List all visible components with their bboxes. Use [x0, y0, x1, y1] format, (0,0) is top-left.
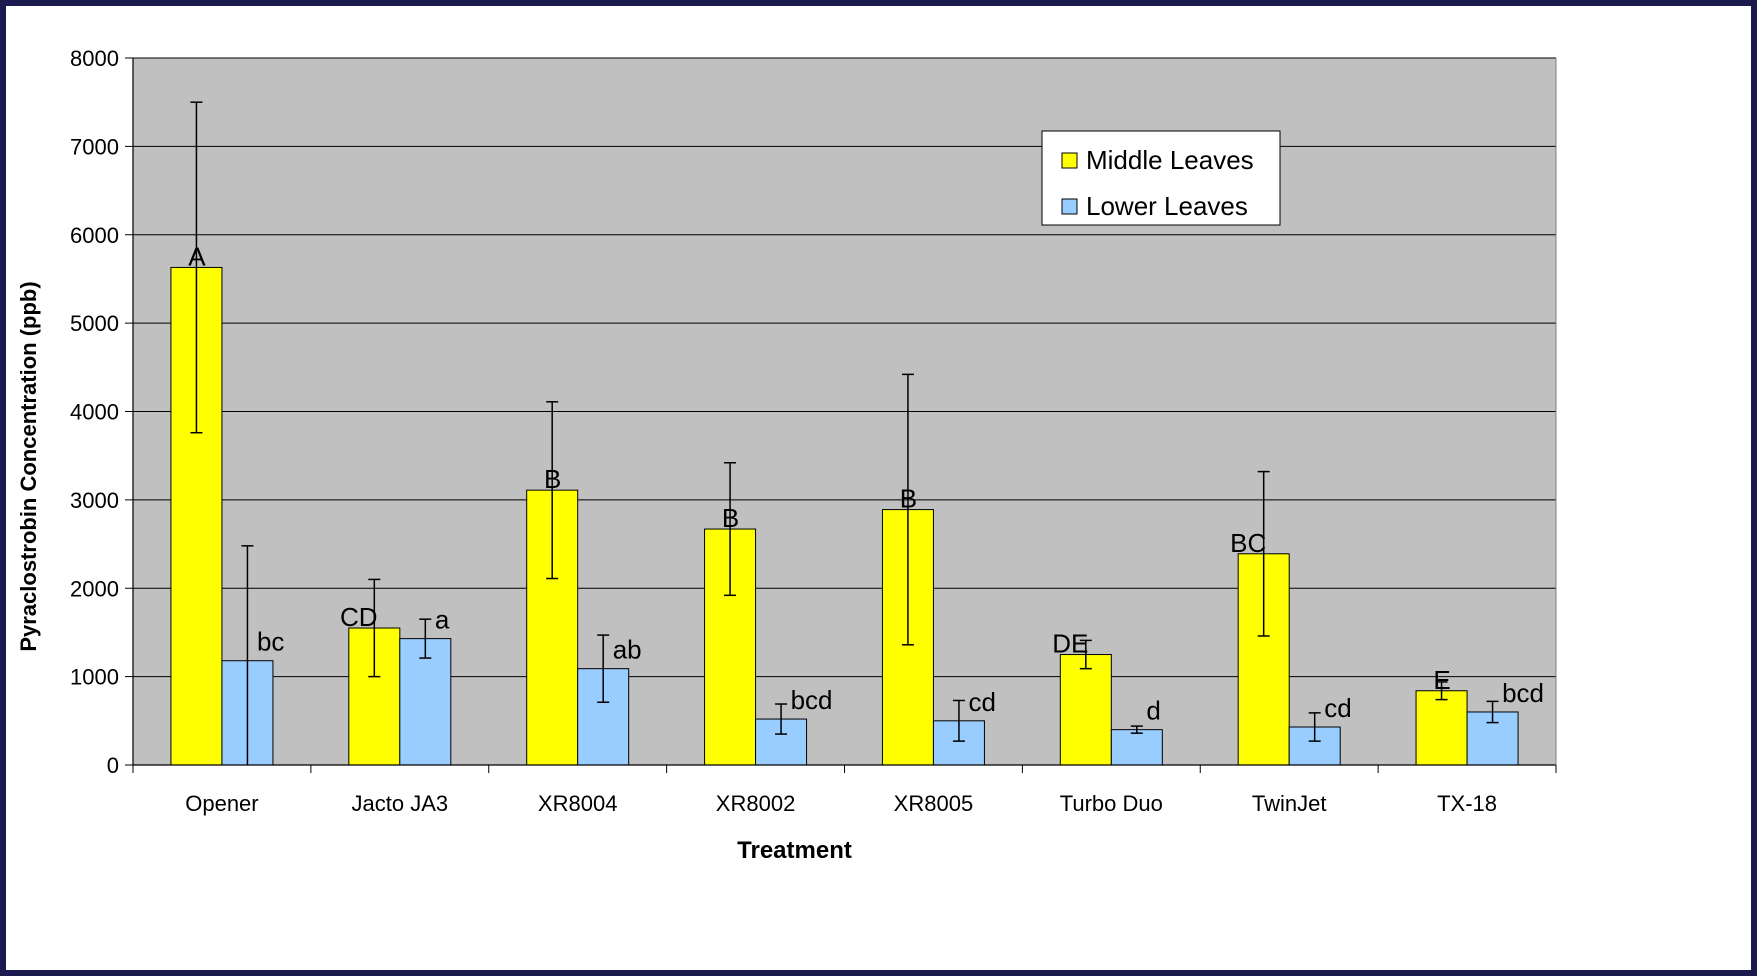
significance-letter: E [1433, 665, 1450, 695]
y-tick-label: 8000 [70, 46, 119, 71]
significance-letter: A [188, 241, 206, 271]
x-tick-label: XR8005 [894, 791, 974, 816]
error-bars [190, 101, 1499, 765]
significance-letter: a [435, 605, 450, 635]
legend-label-lower-leaves: Lower Leaves [1086, 191, 1248, 221]
x-tick-label: TX-18 [1437, 791, 1497, 816]
y-tick-label: 5000 [70, 311, 119, 336]
y-tick-label: 6000 [70, 223, 119, 248]
x-tick-label: Opener [185, 791, 258, 816]
x-tick-label: XR8002 [716, 791, 796, 816]
x-tick-label: XR8004 [538, 791, 618, 816]
significance-letter: bcd [791, 685, 833, 715]
legend-swatch-middle-leaves [1061, 152, 1078, 169]
legend: Middle Leaves Lower Leaves [1041, 130, 1281, 226]
significance-letter: bcd [1502, 678, 1544, 708]
bar [1059, 654, 1112, 766]
y-tick-label: 0 [107, 753, 119, 778]
x-tick-label: Turbo Duo [1060, 791, 1163, 816]
x-axis-label: Treatment [737, 837, 852, 864]
significance-letter: cd [968, 687, 995, 717]
x-tick-label: Jacto JA3 [352, 791, 449, 816]
legend-box [1041, 130, 1281, 226]
significance-letter: ab [613, 635, 642, 665]
significance-letter: cd [1324, 693, 1351, 723]
significance-letter: CD [340, 602, 378, 632]
significance-letter: B [544, 464, 561, 494]
legend-swatch-lower-leaves [1061, 198, 1078, 215]
tick-labels: 0 1000 2000 3000 4000 5000 6000 7000 8000 Opener J… [70, 46, 1497, 816]
y-tick-label: 3000 [70, 488, 119, 513]
y-tick-label: 2000 [70, 576, 119, 601]
bar [1415, 690, 1468, 766]
bar [1110, 729, 1163, 766]
y-tick-label: 1000 [70, 665, 119, 690]
significance-letter: B [900, 484, 917, 514]
y-tick-label: 4000 [70, 400, 119, 425]
significance-letter: B [722, 503, 739, 533]
significance-letter: DE [1052, 629, 1088, 659]
significance-letter: bc [257, 627, 284, 657]
x-tick-label: TwinJet [1252, 791, 1327, 816]
axes [125, 57, 1557, 773]
significance-letter: d [1146, 696, 1160, 726]
legend-label-middle-leaves: Middle Leaves [1086, 145, 1254, 175]
bar [399, 638, 452, 766]
y-tick-label: 7000 [70, 134, 119, 159]
y-axis-label: Pyraclostrobin Concentration (ppb) [16, 281, 41, 651]
significance-letter: BC [1230, 528, 1266, 558]
